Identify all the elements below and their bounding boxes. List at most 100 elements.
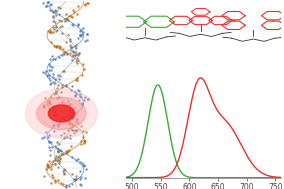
Point (81, 164, 85, 167)
Point (76, 158, 80, 161)
Point (48, 153, 52, 156)
Point (44, 131, 48, 134)
Point (47, 78, 52, 81)
Point (49, 162, 54, 165)
Point (84, 1, 89, 4)
Point (80, 63, 85, 66)
Point (58, 157, 63, 160)
Point (78, 160, 82, 163)
Point (49, 68, 53, 71)
Point (55, 149, 60, 153)
Point (66, 119, 71, 122)
Point (64, 13, 68, 16)
Point (68, 40, 73, 43)
Point (80, 33, 84, 36)
Point (84, 130, 88, 133)
Point (75, 79, 79, 82)
Point (50, 173, 54, 176)
Point (69, 145, 74, 148)
Point (52, 178, 57, 181)
Point (68, 52, 72, 55)
Point (48, 31, 53, 34)
Point (66, 100, 70, 103)
Point (46, 77, 51, 80)
Point (56, 156, 61, 159)
Point (86, 1, 90, 4)
Point (67, 122, 72, 125)
Point (50, 145, 55, 148)
Point (53, 162, 57, 165)
Point (51, 26, 55, 29)
Point (51, 30, 56, 33)
Point (68, 126, 72, 129)
Point (59, 134, 63, 137)
Point (68, 109, 72, 112)
Point (81, 129, 86, 132)
Point (74, 177, 78, 180)
Point (82, 163, 86, 166)
Point (76, 5, 81, 8)
Point (57, 96, 61, 99)
Point (46, 146, 51, 149)
Point (64, 40, 68, 43)
Point (53, 57, 57, 60)
Point (79, 96, 83, 99)
Point (57, 18, 61, 21)
Point (85, 33, 89, 36)
Point (43, 71, 48, 74)
Point (51, 80, 55, 83)
Point (75, 24, 80, 27)
Point (84, 39, 89, 42)
Point (47, 62, 52, 65)
Point (54, 44, 59, 47)
Point (61, 182, 65, 185)
Point (54, 26, 59, 29)
Point (58, 74, 62, 77)
Point (49, 3, 54, 6)
Point (82, 68, 86, 71)
Point (51, 109, 55, 112)
Point (47, 74, 51, 77)
Point (44, 69, 49, 72)
Point (72, 177, 77, 180)
Point (47, 101, 52, 105)
Point (71, 50, 76, 53)
Point (51, 114, 56, 117)
Point (77, 90, 81, 93)
Point (57, 162, 61, 165)
Point (58, 117, 62, 120)
Point (53, 20, 57, 23)
Point (54, 44, 59, 47)
Point (61, 153, 66, 156)
Point (49, 31, 53, 34)
Point (48, 58, 53, 61)
Point (52, 129, 56, 132)
Point (73, 53, 77, 56)
Point (51, 124, 56, 127)
Point (66, 18, 70, 21)
Point (53, 114, 57, 117)
Point (47, 3, 52, 6)
Point (78, 93, 83, 96)
Point (62, 173, 66, 176)
Point (46, 1, 50, 4)
Point (65, 51, 70, 54)
Point (47, 68, 51, 71)
Point (70, 117, 75, 120)
Point (70, 16, 75, 19)
Point (55, 158, 60, 161)
Point (47, 165, 51, 168)
Point (76, 89, 80, 92)
Point (57, 155, 61, 158)
Point (63, 168, 67, 171)
Point (72, 114, 76, 117)
Point (47, 101, 51, 104)
Point (62, 137, 67, 140)
Point (75, 129, 79, 132)
Point (68, 44, 73, 47)
Point (76, 53, 80, 56)
Point (73, 129, 77, 132)
Point (77, 99, 82, 102)
Point (50, 19, 55, 22)
Point (82, 98, 87, 101)
